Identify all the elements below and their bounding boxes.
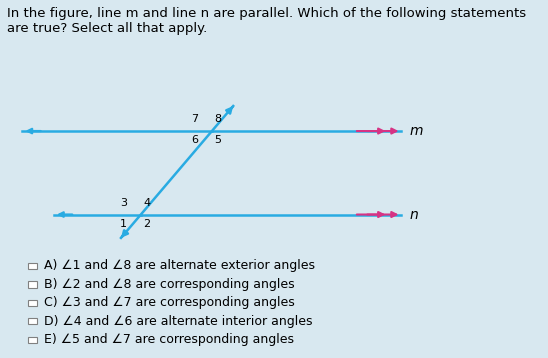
Text: 4: 4 bbox=[144, 198, 151, 208]
Bar bbox=[28, 318, 37, 324]
Bar bbox=[28, 337, 37, 343]
Text: 2: 2 bbox=[144, 219, 151, 229]
Text: 8: 8 bbox=[214, 114, 221, 124]
Text: 7: 7 bbox=[191, 114, 198, 124]
Text: In the figure, line m and line n are parallel. Which of the following statements: In the figure, line m and line n are par… bbox=[7, 7, 526, 35]
Text: 3: 3 bbox=[120, 198, 127, 208]
Text: n: n bbox=[409, 208, 418, 222]
Bar bbox=[28, 263, 37, 269]
Text: 5: 5 bbox=[214, 135, 221, 145]
Text: A) ∠1 and ∠8 are alternate exterior angles: A) ∠1 and ∠8 are alternate exterior angl… bbox=[44, 259, 315, 272]
Text: C) ∠3 and ∠7 are corresponding angles: C) ∠3 and ∠7 are corresponding angles bbox=[44, 296, 295, 309]
Bar bbox=[28, 300, 37, 306]
Bar bbox=[28, 281, 37, 287]
Text: B) ∠2 and ∠8 are corresponding angles: B) ∠2 and ∠8 are corresponding angles bbox=[44, 278, 295, 291]
Text: 6: 6 bbox=[191, 135, 198, 145]
Text: m: m bbox=[409, 124, 423, 138]
Text: D) ∠4 and ∠6 are alternate interior angles: D) ∠4 and ∠6 are alternate interior angl… bbox=[44, 315, 312, 328]
Text: 1: 1 bbox=[120, 219, 127, 229]
Text: E) ∠5 and ∠7 are corresponding angles: E) ∠5 and ∠7 are corresponding angles bbox=[44, 333, 294, 346]
